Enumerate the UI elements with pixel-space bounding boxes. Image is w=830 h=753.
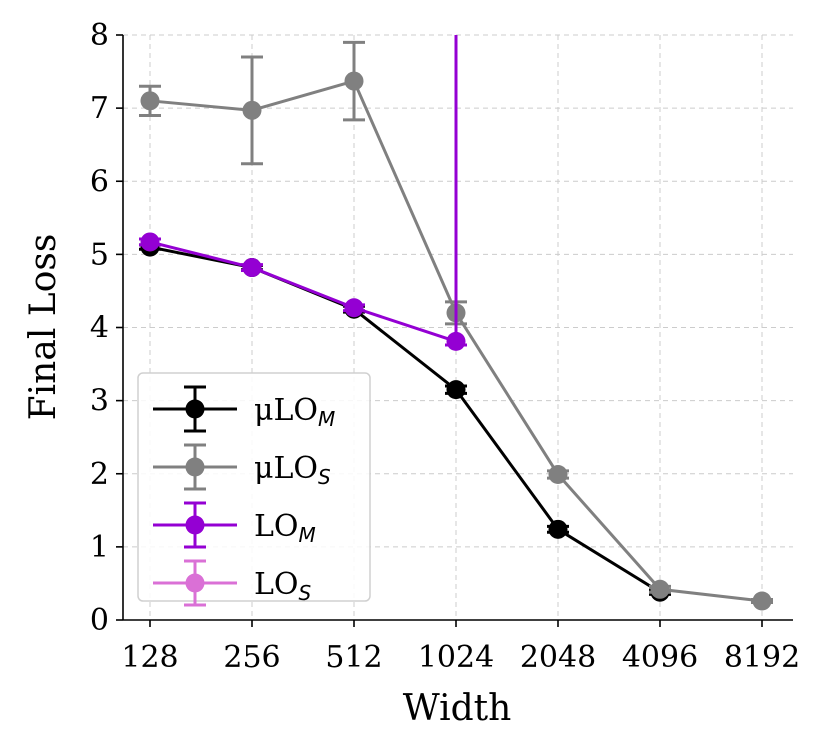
- y-tick-label: 4: [90, 311, 109, 346]
- legend-entry: LOS: [153, 559, 312, 607]
- data-point: [344, 298, 364, 318]
- data-point: [446, 331, 466, 351]
- x-tick-label: 256: [223, 640, 280, 675]
- legend-marker: [185, 399, 205, 419]
- data-point: [242, 100, 262, 120]
- legend-label-subscript: S: [318, 465, 331, 489]
- x-tick-label: 128: [121, 640, 178, 675]
- data-point: [140, 91, 160, 111]
- data-point: [752, 591, 772, 611]
- ticks: 0 1 2 3 4 5 6 7 8 128 256 512 1024 2048 4096 8192: [90, 18, 800, 675]
- legend-marker: [185, 573, 205, 593]
- legend-label-subscript: M: [299, 523, 316, 547]
- series-line: [149, 240, 457, 343]
- x-tick-label: 8192: [724, 640, 800, 675]
- legend-label: LOS: [254, 567, 312, 605]
- legend-label: μLOM: [254, 393, 335, 431]
- data-point: [650, 579, 670, 599]
- x-tick-label: 4096: [622, 640, 698, 675]
- y-tick-label: 3: [90, 384, 109, 419]
- legend-label-subscript: S: [299, 581, 312, 605]
- x-tick-label: 2048: [520, 640, 596, 675]
- x-axis-title: Width: [403, 688, 512, 729]
- series-layer: [139, 35, 773, 611]
- y-tick-label: 6: [90, 164, 109, 199]
- legend-entry: μLOS: [153, 443, 331, 491]
- data-point: [344, 71, 364, 91]
- legend-entry: μLOM: [153, 385, 335, 433]
- legend-label-main: LO: [254, 509, 299, 544]
- legend-marker: [185, 515, 205, 535]
- legend-label: LOM: [254, 509, 316, 547]
- x-tick-label: 512: [325, 640, 382, 675]
- y-tick-label: 8: [90, 18, 109, 53]
- data-point: [242, 258, 262, 278]
- data-point: [140, 232, 160, 252]
- y-axis-title: Final Loss: [23, 234, 64, 421]
- legend-label-main: μLO: [254, 393, 318, 428]
- legend-entry: LOM: [153, 501, 316, 549]
- y-tick-label: 2: [90, 457, 109, 492]
- y-tick-label: 0: [90, 603, 109, 638]
- legend-label-main: LO: [254, 567, 299, 602]
- y-tick-label: 1: [90, 530, 109, 565]
- data-point: [548, 464, 568, 484]
- series-2: [139, 35, 467, 351]
- data-point: [548, 519, 568, 539]
- y-tick-label: 5: [90, 237, 109, 272]
- legend-marker: [185, 457, 205, 477]
- data-point: [446, 380, 466, 400]
- legend-label-main: μLO: [254, 451, 318, 486]
- legend-label-subscript: M: [318, 407, 335, 431]
- x-tick-label: 1024: [418, 640, 494, 675]
- y-tick-label: 7: [90, 91, 109, 126]
- legend-label: μLOS: [254, 451, 331, 489]
